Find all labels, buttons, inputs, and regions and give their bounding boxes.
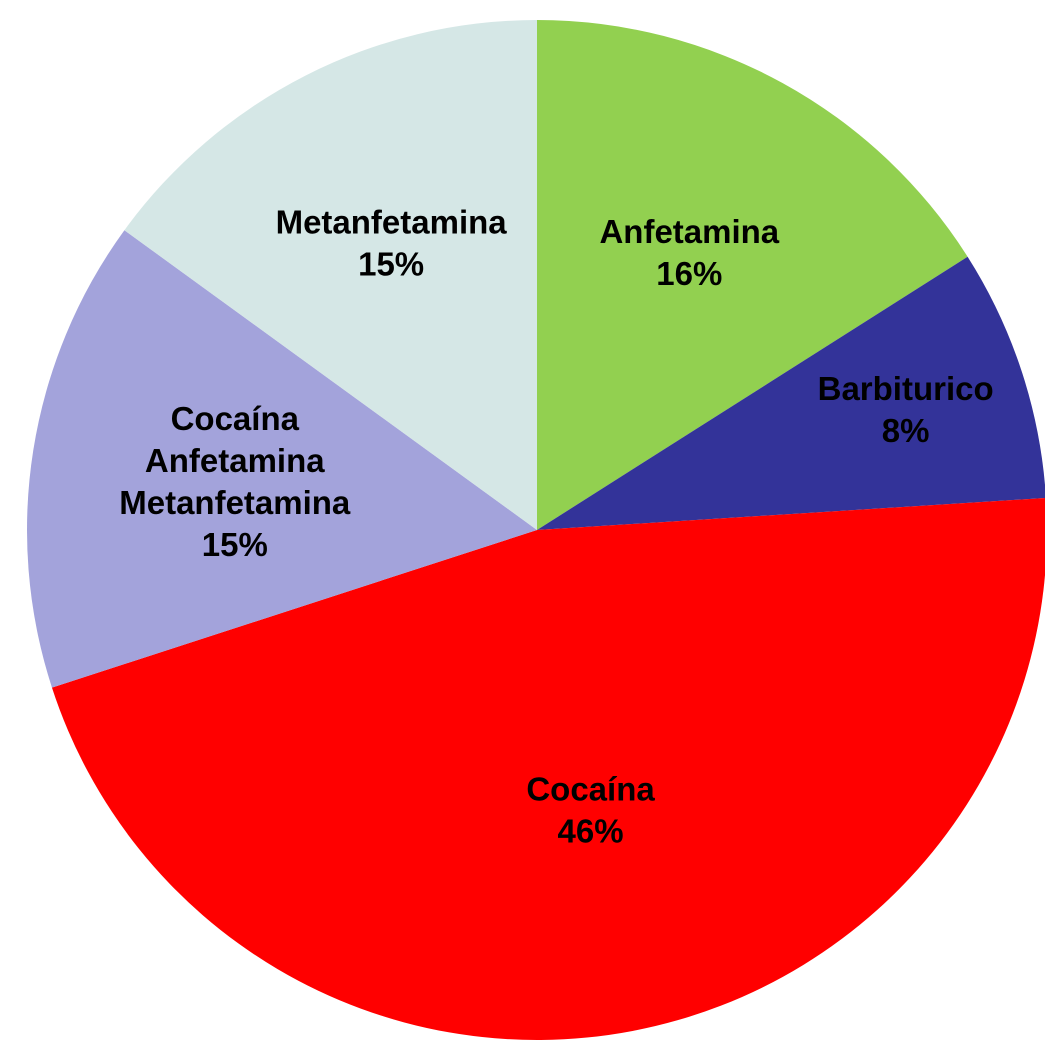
slice-label: Cocaína 46% [526,771,655,850]
slice-name-label: Barbiturico [818,370,994,407]
slice-percent-label: 8% [882,412,930,449]
slice-name-label: Cocaína [526,771,655,808]
pie-slice-anfetamina [537,20,968,530]
slice-name-label: Cocaína [171,400,300,437]
slice-percent-label: 16% [656,255,722,292]
pie-slice-cocaina-anfetamina-metanfetamina [26,230,537,688]
pie-slices [26,20,1045,1040]
slice-label: Anfetamina 16% [599,213,779,292]
slice-name-label: Metanfetamina [276,204,508,241]
pie-labels: Anfetamina 16%Barbiturico 8%Cocaína 46%Coca… [119,204,993,850]
slice-percent-label: 15% [202,526,268,563]
pie-slice-metanfetamina [124,20,537,530]
slice-name-label: Anfetamina [599,213,779,250]
slice-percent-label: 46% [557,813,623,850]
slice-label: Cocaína Anfetamina Metanfetamina 15% [119,400,351,563]
slice-name-label: Anfetamina [145,442,325,479]
slice-label: Barbiturico 8% [818,370,994,449]
pie-slice-cocaina [51,498,1045,1040]
slice-name-label: Metanfetamina [119,484,351,521]
slice-percent-label: 15% [358,246,424,283]
slice-label: Metanfetamina 15% [276,204,508,283]
pie-slice-barbiturico [537,256,1045,530]
